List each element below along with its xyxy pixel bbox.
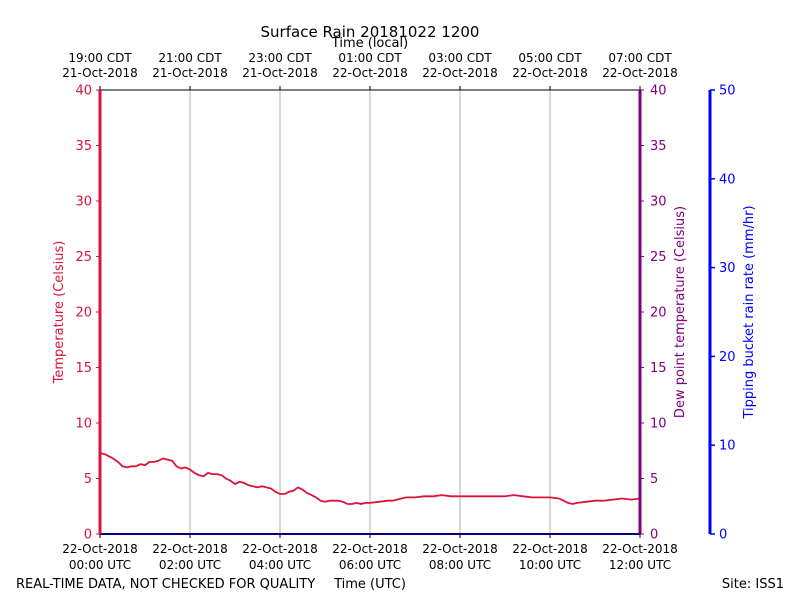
footer-site-label: Site: ISS1	[722, 577, 784, 592]
left-axis-label: Temperature (Celsius)	[52, 241, 67, 385]
top-axis-tick-label-date: 22-Oct-2018	[422, 66, 498, 80]
far-right-axis-tick-label: 10	[719, 439, 736, 454]
far-right-axis-tick-label: 30	[719, 261, 736, 276]
far-right-axis-tick-label: 40	[719, 172, 736, 187]
right-axis-tick-label: 10	[650, 417, 667, 432]
far-right-axis-label: Tipping bucket rain rate (mm/hr)	[742, 205, 757, 419]
left-axis-tick-label: 15	[75, 361, 92, 376]
top-axis-tick-label-time: 21:00 CDT	[158, 51, 222, 65]
bottom-axis-tick-label-time: 02:00 UTC	[159, 558, 221, 572]
bottom-axis-tick-label-time: 06:00 UTC	[339, 558, 401, 572]
top-axis-tick-label-date: 21-Oct-2018	[62, 66, 138, 80]
right-axis-tick-label: 5	[650, 472, 658, 487]
far-right-rain-rate-axis: 0 10 20 30 40 50	[708, 84, 736, 543]
bottom-axis-tick-label-time: 00:00 UTC	[69, 558, 131, 572]
bottom-utc-axis: 22-Oct-2018 00:00 UTC 22-Oct-2018 02:00 UTC…	[62, 534, 678, 572]
top-axis-tick-label-date: 22-Oct-2018	[602, 66, 678, 80]
left-axis-tick-label: 20	[75, 306, 92, 321]
right-axis-tick-label: 25	[650, 250, 667, 265]
right-dewpoint-axis: 0 5 10 15 20 25 30 35 40	[638, 84, 667, 543]
right-axis-tick-label: 20	[650, 306, 667, 321]
bottom-axis-tick-label-time: 04:00 UTC	[249, 558, 311, 572]
bottom-axis-tick-label-date: 22-Oct-2018	[152, 542, 228, 556]
bottom-axis-tick-label-date: 22-Oct-2018	[512, 542, 588, 556]
bottom-axis-tick-label-date: 22-Oct-2018	[332, 542, 408, 556]
left-axis-tick-label: 40	[75, 84, 92, 99]
temperature-line	[99, 452, 641, 505]
top-axis-tick-label-date: 21-Oct-2018	[242, 66, 318, 80]
left-axis-tick-label: 25	[75, 250, 92, 265]
right-axis-label: Dew point temperature (Celsius)	[673, 206, 688, 418]
top-axis-tick-label-time: 01:00 CDT	[338, 51, 402, 65]
top-axis-tick-label-date: 22-Oct-2018	[332, 66, 408, 80]
left-axis-tick-label: 5	[84, 472, 92, 487]
left-axis-tick-label: 10	[75, 417, 92, 432]
right-axis-tick-label: 35	[650, 139, 667, 154]
bottom-axis-tick-label-time: 08:00 UTC	[429, 558, 491, 572]
far-right-axis-tick-label: 0	[719, 528, 727, 543]
right-axis-tick-label: 0	[650, 528, 658, 543]
right-axis-tick-label: 15	[650, 361, 667, 376]
top-axis-tick-label-date: 22-Oct-2018	[512, 66, 588, 80]
far-right-axis-tick-label: 50	[719, 84, 736, 99]
bottom-axis-tick-label-date: 22-Oct-2018	[242, 542, 318, 556]
bottom-axis-tick-label-date: 22-Oct-2018	[422, 542, 498, 556]
top-axis-tick-label-date: 21-Oct-2018	[152, 66, 228, 80]
left-axis-tick-label: 35	[75, 139, 92, 154]
left-axis-tick-label: 30	[75, 195, 92, 210]
far-right-axis-tick-label: 20	[719, 350, 736, 365]
bottom-axis-tick-label-date: 22-Oct-2018	[62, 542, 138, 556]
right-axis-tick-label: 40	[650, 84, 667, 99]
top-axis-tick-label-time: 07:00 CDT	[608, 51, 672, 65]
top-axis-tick-label-time: 03:00 CDT	[428, 51, 492, 65]
chart-title: Surface Rain 20181022 1200	[261, 23, 480, 41]
bottom-axis-tick-label-time: 10:00 UTC	[519, 558, 581, 572]
top-axis-tick-label-time: 23:00 CDT	[248, 51, 312, 65]
x-axis-label: Time (UTC)	[333, 577, 406, 592]
bottom-axis-tick-label-time: 12:00 UTC	[609, 558, 671, 572]
left-axis-tick-label: 0	[84, 528, 92, 543]
bottom-axis-tick-label-date: 22-Oct-2018	[602, 542, 678, 556]
footer-left-notice: REAL-TIME DATA, NOT CHECKED FOR QUALITY	[16, 577, 315, 592]
top-axis-label: Time (local)	[331, 36, 408, 51]
right-axis-tick-label: 30	[650, 195, 667, 210]
top-axis-tick-label-time: 05:00 CDT	[518, 51, 582, 65]
left-temperature-axis: 0 5 10 15 20 25 30 35 40	[75, 84, 102, 543]
top-axis-tick-label-time: 19:00 CDT	[68, 51, 132, 65]
vertical-grid	[189, 90, 551, 534]
